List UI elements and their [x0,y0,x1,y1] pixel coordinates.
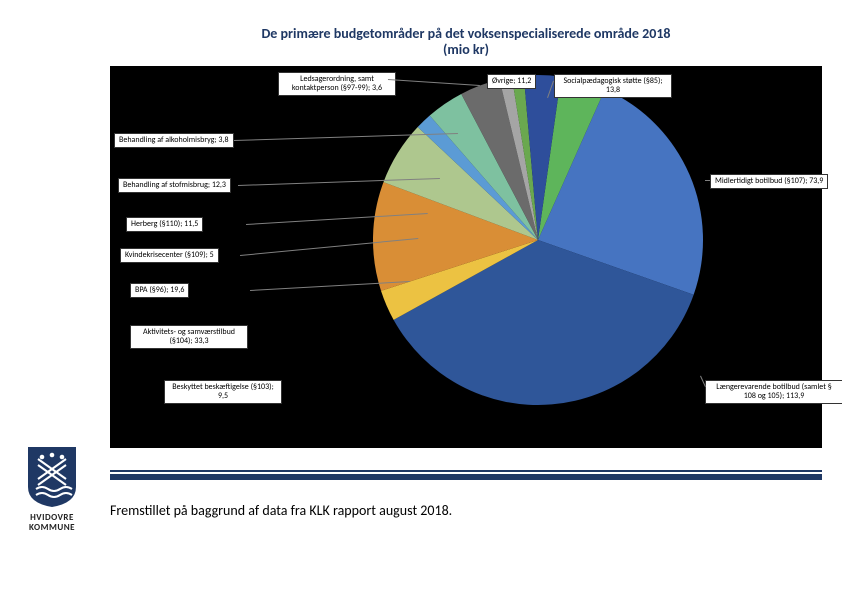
leader-line [705,180,710,181]
slice-label: Midlertidigt botilbud (§107); 73,9 [710,174,828,189]
slice-label: Længerevarende botilbud (samlet § 108 og… [705,380,842,404]
slice-label: Kvindekrisecenter (§109); 5 [120,248,219,263]
slice-label: Ledsagerordning, samt kontaktperson (§97… [278,72,396,96]
slice-label: Øvrige; 11,2 [487,74,536,89]
slice-label: Behandling af alkoholmisbryg; 3,8 [114,133,234,148]
divider-bar [110,465,822,481]
budget-pie-chart: De primære budgetområder på det voksensp… [110,18,822,448]
slice-label: Aktivitets- og samværstilbud (§104); 33,… [130,325,248,349]
source-caption: Fremstillet på baggrund af data fra KLK … [110,502,452,519]
hvidovre-logo: HVIDOVRE KOMMUNE [18,445,86,533]
logo-text-2: KOMMUNE [29,522,75,533]
slice-label: Socialpædagogisk støtte (§85); 13,8 [554,74,672,98]
slice-label: Beskyttet beskæftigelse (§103); 9,5 [164,380,282,404]
chart-title: De primære budgetområder på det voksensp… [110,18,822,66]
pie-area [368,70,708,410]
slice-label: Behandling af stofmisbrug; 12,3 [118,178,231,193]
slice-label: Herberg (§110); 11,5 [126,217,203,232]
slice-label: BPA (§96); 19,6 [130,283,189,298]
